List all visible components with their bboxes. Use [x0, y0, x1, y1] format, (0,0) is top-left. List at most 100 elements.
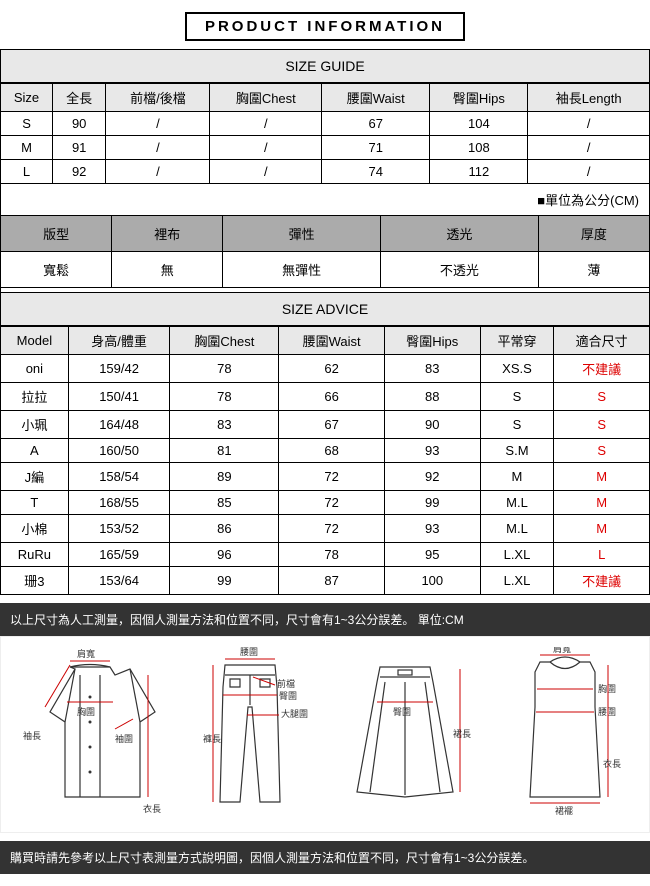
table-cell: 112: [430, 160, 528, 184]
table-cell: 66: [279, 383, 385, 411]
table-cell: M.L: [480, 515, 554, 543]
table-cell: 90: [53, 112, 106, 136]
table-cell: 83: [170, 411, 279, 439]
header-badge: PRODUCT INFORMATION: [0, 12, 650, 41]
table-row: oni159/42786283XS.S不建議: [1, 355, 650, 383]
table-row: J編158/54897292MM: [1, 463, 650, 491]
table-cell: 164/48: [68, 411, 170, 439]
table-cell: /: [106, 112, 210, 136]
table-row: 小棉153/52867293M.LM: [1, 515, 650, 543]
table-row: S90//67104/: [1, 112, 650, 136]
table-cell: 87: [279, 567, 385, 595]
table-header: 身高/體重: [68, 327, 170, 355]
label-front-rise: 前檔: [277, 678, 295, 689]
label-dress-shoulder: 肩寬: [553, 647, 571, 654]
table-cell: 168/55: [68, 491, 170, 515]
size-advice-table: Model身高/體重胸圍Chest腰圍Waist臀圍Hips平常穿適合尺寸 on…: [0, 326, 650, 595]
properties-table: 版型裡布彈性透光厚度 寬鬆無無彈性不透光薄: [0, 215, 650, 288]
table-cell: 158/54: [68, 463, 170, 491]
fit-cell: 不建議: [554, 567, 650, 595]
table-header: 厚度: [538, 216, 649, 252]
table-cell: 99: [385, 491, 481, 515]
measurement-note-top: 以上尺寸為人工測量，因個人測量方法和位置不同，尺寸會有1~3公分誤差。 單位:C…: [0, 603, 650, 636]
table-row: M91//71108/: [1, 136, 650, 160]
table-cell: 無: [112, 252, 223, 288]
table-cell: M.L: [480, 491, 554, 515]
table-cell: 83: [385, 355, 481, 383]
table-cell: 小棉: [1, 515, 69, 543]
table-cell: T: [1, 491, 69, 515]
table-header: 全長: [53, 84, 106, 112]
table-header: 腰圍Waist: [279, 327, 385, 355]
table-cell: 150/41: [68, 383, 170, 411]
fit-cell: M: [554, 491, 650, 515]
table-header: 袖長Length: [528, 84, 650, 112]
table-row: T168/55857299M.LM: [1, 491, 650, 515]
fit-cell: S: [554, 411, 650, 439]
table-cell: L: [1, 160, 53, 184]
table-cell: S.M: [480, 439, 554, 463]
table-cell: 92: [385, 463, 481, 491]
table-cell: 寬鬆: [1, 252, 112, 288]
table-cell: 93: [385, 515, 481, 543]
table-cell: 珊3: [1, 567, 69, 595]
diagram-dress: 肩寬 胸圍 腰圍 衣長 裙襬: [495, 647, 635, 817]
table-cell: 165/59: [68, 543, 170, 567]
label-shoulder: 肩寬: [77, 648, 95, 659]
table-header: 透光: [381, 216, 539, 252]
label-dress-waist: 腰圍: [598, 707, 616, 717]
table-cell: L.XL: [480, 543, 554, 567]
table-cell: 90: [385, 411, 481, 439]
table-header: 胸圍Chest: [170, 327, 279, 355]
table-cell: J編: [1, 463, 69, 491]
label-chest: 胸圍: [77, 706, 95, 717]
diagram-skirt: 臀圍 裙長: [335, 647, 475, 817]
table-cell: 99: [170, 567, 279, 595]
table-header: 腰圍Waist: [322, 84, 430, 112]
label-dress-hem: 裙襬: [555, 805, 573, 816]
fit-cell: L: [554, 543, 650, 567]
table-cell: S: [480, 411, 554, 439]
table-row: L92//74112/: [1, 160, 650, 184]
table-cell: 72: [279, 463, 385, 491]
table-cell: 104: [430, 112, 528, 136]
table-cell: 88: [385, 383, 481, 411]
table-cell: XS.S: [480, 355, 554, 383]
table-cell: 72: [279, 491, 385, 515]
table-cell: /: [106, 136, 210, 160]
table-row: A160/50816893S.MS: [1, 439, 650, 463]
table-cell: /: [528, 112, 650, 136]
table-header: Model: [1, 327, 69, 355]
table-cell: 無彈性: [223, 252, 381, 288]
table-header: 臀圍Hips: [385, 327, 481, 355]
table-cell: 薄: [538, 252, 649, 288]
table-cell: 153/64: [68, 567, 170, 595]
measurement-note-bottom: 購買時請先參考以上尺寸表測量方式說明圖，因個人測量方法和位置不同，尺寸會有1~3…: [0, 841, 650, 874]
table-header: 彈性: [223, 216, 381, 252]
table-row: 小珮164/48836790SS: [1, 411, 650, 439]
table-header: 裡布: [112, 216, 223, 252]
table-cell: 93: [385, 439, 481, 463]
label-waist: 腰圍: [240, 647, 258, 657]
table-cell: 78: [170, 355, 279, 383]
table-header: 胸圍Chest: [210, 84, 322, 112]
label-thigh: 大腿圍: [281, 708, 308, 719]
table-cell: 小珮: [1, 411, 69, 439]
diagram-pants: 腰圍 前檔 臀圍 大腿圍 褲長: [185, 647, 315, 817]
table-row: 珊3153/649987100L.XL不建議: [1, 567, 650, 595]
table-cell: 95: [385, 543, 481, 567]
table-cell: 67: [279, 411, 385, 439]
table-row: 拉拉150/41786688SS: [1, 383, 650, 411]
fit-cell: S: [554, 439, 650, 463]
table-cell: 67: [322, 112, 430, 136]
table-cell: M: [1, 136, 53, 160]
table-cell: oni: [1, 355, 69, 383]
table-cell: 78: [279, 543, 385, 567]
label-skirt-hip: 臀圍: [393, 707, 411, 717]
table-header: 臀圍Hips: [430, 84, 528, 112]
label-dress-chest: 胸圍: [598, 683, 616, 694]
table-cell: 91: [53, 136, 106, 160]
label-length: 衣長: [143, 803, 161, 814]
table-cell: 92: [53, 160, 106, 184]
measurement-diagrams: 肩寬 胸圍 袖長 袖圍 衣長 腰圍 前檔 臀圍 大腿圍 褲長 臀圍: [0, 636, 650, 833]
